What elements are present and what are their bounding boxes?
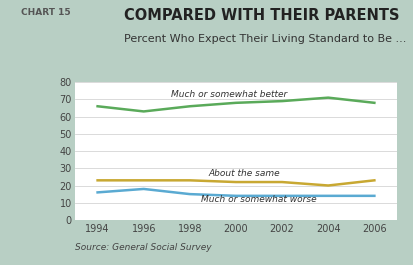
Text: CHART 15: CHART 15: [21, 8, 70, 17]
Text: Much or somewhat worse: Much or somewhat worse: [201, 196, 316, 205]
Text: About the same: About the same: [208, 169, 279, 178]
Text: Percent Who Expect Their Living Standard to Be ...: Percent Who Expect Their Living Standard…: [124, 34, 406, 45]
Text: Much or somewhat better: Much or somewhat better: [171, 90, 287, 99]
Text: Source: General Social Survey: Source: General Social Survey: [74, 243, 211, 252]
Text: COMPARED WITH THEIR PARENTS: COMPARED WITH THEIR PARENTS: [124, 8, 399, 23]
